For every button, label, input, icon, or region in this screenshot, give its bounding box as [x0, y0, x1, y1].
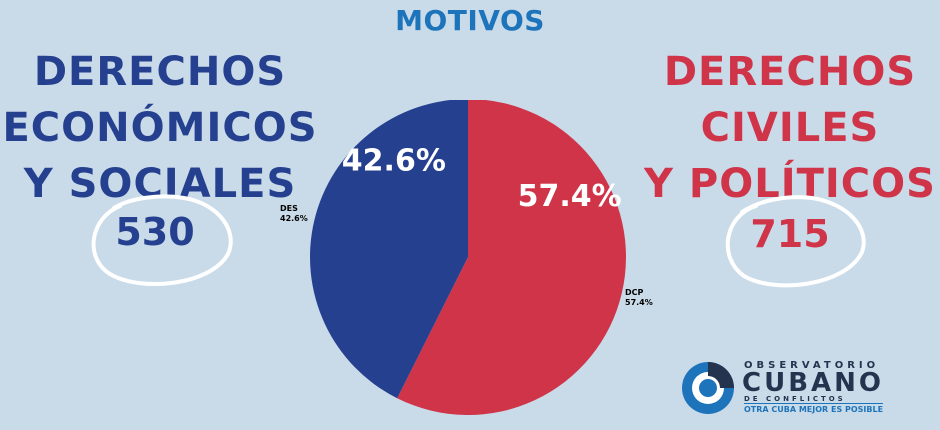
- pie-chart: 57.4% 42.6%: [310, 100, 626, 415]
- right-heading-line: DERECHOS: [663, 49, 917, 95]
- left-heading: DERECHOS ECONÓMICOS Y SOCIALES: [0, 44, 320, 212]
- logo-text: DE CONFLICTOS: [744, 395, 846, 403]
- left-count: 530: [115, 210, 195, 254]
- pie-category-label: DES: [280, 204, 298, 213]
- left-heading-line: ECONÓMICOS: [2, 105, 318, 151]
- right-heading: DERECHOS CIVILES Y POLÍTICOS: [640, 44, 940, 212]
- left-circle-scribble: [91, 194, 233, 286]
- pie-value-label: 42.6%: [342, 144, 446, 179]
- right-heading-line: CIVILES: [700, 105, 880, 151]
- logo: OBSERVATORIO CUBANO DE CONFLICTOS OTRA C…: [680, 358, 900, 418]
- pie-value-label: 57.4%: [518, 179, 622, 214]
- chart-title: MOTIVOS: [395, 4, 545, 37]
- pie-outside-label: DCP 57.4%: [625, 288, 653, 308]
- right-circle-scribble: [725, 195, 866, 288]
- pie-slice-dcp: [397, 100, 626, 415]
- pie-category-label: DCP: [625, 288, 644, 297]
- pie-percent-label: 42.6%: [280, 214, 308, 223]
- left-heading-line: Y SOCIALES: [23, 161, 297, 207]
- logo-text: OBSERVATORIO: [744, 360, 880, 371]
- left-heading-line: DERECHOS: [33, 49, 287, 95]
- pie-slice-des: [310, 100, 468, 399]
- logo-text: CUBANO: [742, 368, 884, 398]
- logo-tagline: OTRA CUBA MEJOR ES POSIBLE: [744, 403, 884, 414]
- swirl-icon: [682, 362, 734, 414]
- pie-percent-label: 57.4%: [625, 298, 653, 307]
- pie-outside-label: DES 42.6%: [280, 204, 308, 224]
- right-count: 715: [750, 212, 830, 256]
